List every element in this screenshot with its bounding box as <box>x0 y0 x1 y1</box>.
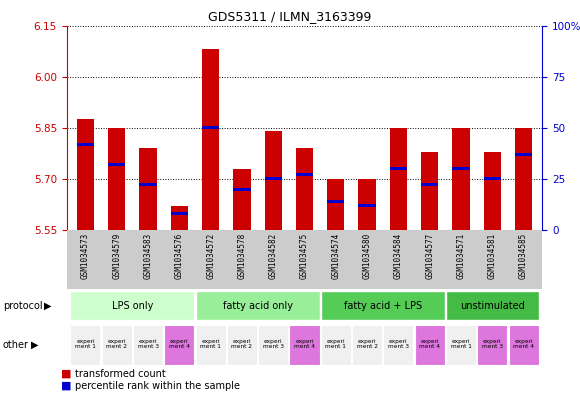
Bar <box>515 128 532 230</box>
Bar <box>358 179 376 230</box>
Text: unstimulated: unstimulated <box>460 301 525 310</box>
Text: GSM1034581: GSM1034581 <box>488 233 496 279</box>
Bar <box>390 128 407 230</box>
Text: GSM1034578: GSM1034578 <box>237 233 246 279</box>
Bar <box>296 173 313 176</box>
Bar <box>108 128 125 230</box>
Text: experi
ment 3: experi ment 3 <box>388 339 409 349</box>
Bar <box>171 212 188 215</box>
Text: experi
ment 2: experi ment 2 <box>357 339 378 349</box>
Bar <box>102 325 132 365</box>
Bar <box>258 325 288 365</box>
Text: experi
ment 4: experi ment 4 <box>513 339 534 349</box>
Bar <box>133 325 163 365</box>
Text: LPS only: LPS only <box>112 301 153 310</box>
Text: fatty acid + LPS: fatty acid + LPS <box>344 301 422 310</box>
Text: GSM1034574: GSM1034574 <box>331 233 340 279</box>
Text: ▶: ▶ <box>44 301 52 310</box>
Bar <box>164 325 194 365</box>
Bar <box>421 152 438 230</box>
Text: GSM1034583: GSM1034583 <box>144 233 153 279</box>
Bar <box>421 184 438 186</box>
Bar <box>233 169 251 230</box>
Text: experi
ment 2: experi ment 2 <box>106 339 127 349</box>
Text: GSM1034576: GSM1034576 <box>175 233 184 279</box>
Text: GSM1034582: GSM1034582 <box>269 233 278 279</box>
Bar <box>139 184 157 186</box>
Bar <box>327 200 345 203</box>
Text: experi
ment 1: experi ment 1 <box>451 339 472 349</box>
Bar <box>358 204 376 207</box>
Text: experi
ment 4: experi ment 4 <box>419 339 440 349</box>
Bar <box>390 167 407 170</box>
Bar <box>171 206 188 230</box>
Bar <box>70 291 194 320</box>
Text: experi
ment 4: experi ment 4 <box>169 339 190 349</box>
Bar <box>383 325 414 365</box>
Bar <box>264 177 282 180</box>
Bar <box>139 148 157 230</box>
Bar <box>484 152 501 230</box>
Text: GDS5311 / ILMN_3163399: GDS5311 / ILMN_3163399 <box>208 10 372 23</box>
Text: ■: ■ <box>61 369 71 379</box>
Text: GSM1034572: GSM1034572 <box>206 233 215 279</box>
Text: transformed count: transformed count <box>75 369 166 379</box>
Text: experi
ment 1: experi ment 1 <box>200 339 221 349</box>
Text: GSM1034579: GSM1034579 <box>113 233 121 279</box>
Bar <box>227 325 257 365</box>
Bar <box>327 179 345 230</box>
Text: GSM1034585: GSM1034585 <box>519 233 528 279</box>
Text: experi
ment 3: experi ment 3 <box>482 339 503 349</box>
Text: protocol: protocol <box>3 301 42 310</box>
Text: GSM1034580: GSM1034580 <box>362 233 372 279</box>
Bar <box>264 131 282 230</box>
Bar <box>195 291 320 320</box>
Bar <box>446 325 476 365</box>
Bar <box>233 187 251 191</box>
Text: experi
ment 3: experi ment 3 <box>263 339 284 349</box>
Bar <box>77 119 94 230</box>
Text: experi
ment 4: experi ment 4 <box>294 339 315 349</box>
Text: GSM1034577: GSM1034577 <box>425 233 434 279</box>
Text: percentile rank within the sample: percentile rank within the sample <box>75 381 240 391</box>
Bar <box>195 325 226 365</box>
Text: other: other <box>3 340 29 350</box>
Bar <box>484 177 501 180</box>
Text: GSM1034584: GSM1034584 <box>394 233 403 279</box>
Bar <box>321 291 445 320</box>
Text: experi
ment 2: experi ment 2 <box>231 339 252 349</box>
Text: experi
ment 1: experi ment 1 <box>325 339 346 349</box>
Bar <box>289 325 320 365</box>
Bar <box>509 325 539 365</box>
Bar <box>296 148 313 230</box>
Bar <box>515 153 532 156</box>
Bar <box>446 291 539 320</box>
Bar <box>77 143 94 146</box>
Text: GSM1034571: GSM1034571 <box>456 233 465 279</box>
Bar <box>415 325 445 365</box>
Text: GSM1034573: GSM1034573 <box>81 233 90 279</box>
Bar <box>202 50 219 230</box>
Text: fatty acid only: fatty acid only <box>223 301 292 310</box>
Bar <box>352 325 382 365</box>
Text: experi
ment 1: experi ment 1 <box>75 339 96 349</box>
Bar <box>70 325 100 365</box>
Text: GSM1034575: GSM1034575 <box>300 233 309 279</box>
Text: ■: ■ <box>61 381 71 391</box>
Text: ▶: ▶ <box>31 340 38 350</box>
Bar <box>108 163 125 166</box>
Text: experi
ment 3: experi ment 3 <box>137 339 158 349</box>
Bar <box>452 128 470 230</box>
Bar <box>477 325 508 365</box>
Bar <box>321 325 351 365</box>
Bar <box>202 126 219 129</box>
Bar <box>452 167 470 170</box>
